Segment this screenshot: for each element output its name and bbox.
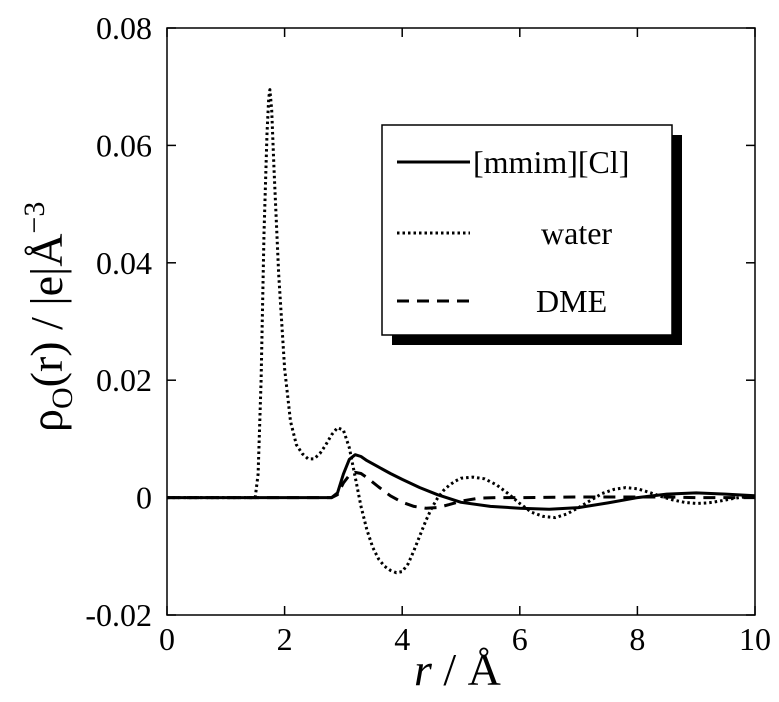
- y-tick-label: 0.06: [96, 127, 152, 163]
- x-tick-label: 10: [739, 621, 771, 657]
- series-line-water: [167, 88, 756, 575]
- series-line-dme: [167, 470, 755, 510]
- x-tick-label: 8: [629, 621, 645, 657]
- plot-frame: [166, 27, 756, 616]
- y-tick-label: 0: [136, 480, 152, 516]
- legend-box: [381, 124, 673, 336]
- series-layer: [167, 88, 756, 575]
- series-line-mmim: [167, 453, 756, 511]
- y-tick-label: 0.02: [96, 362, 152, 398]
- x-tick-label: 0: [159, 621, 175, 657]
- y-tick-label: -0.02: [85, 597, 152, 633]
- legend-label-dme: DME: [536, 283, 607, 319]
- y-tick-label: 0.04: [96, 245, 152, 281]
- x-axis-title: r / Å: [414, 644, 501, 695]
- y-tick-label: 0.08: [96, 10, 152, 46]
- x-tick-label: 4: [394, 621, 410, 657]
- x-tick-label: 6: [512, 621, 528, 657]
- x-tick-label: 2: [277, 621, 293, 657]
- legend-label-mmim: [mmim][Cl]: [473, 144, 629, 180]
- legend-label-water: water: [541, 215, 612, 251]
- legend: [mmim][Cl] water DME: [381, 124, 682, 345]
- y-axis-title: ρO(r) / |e|Å−3: [18, 202, 79, 432]
